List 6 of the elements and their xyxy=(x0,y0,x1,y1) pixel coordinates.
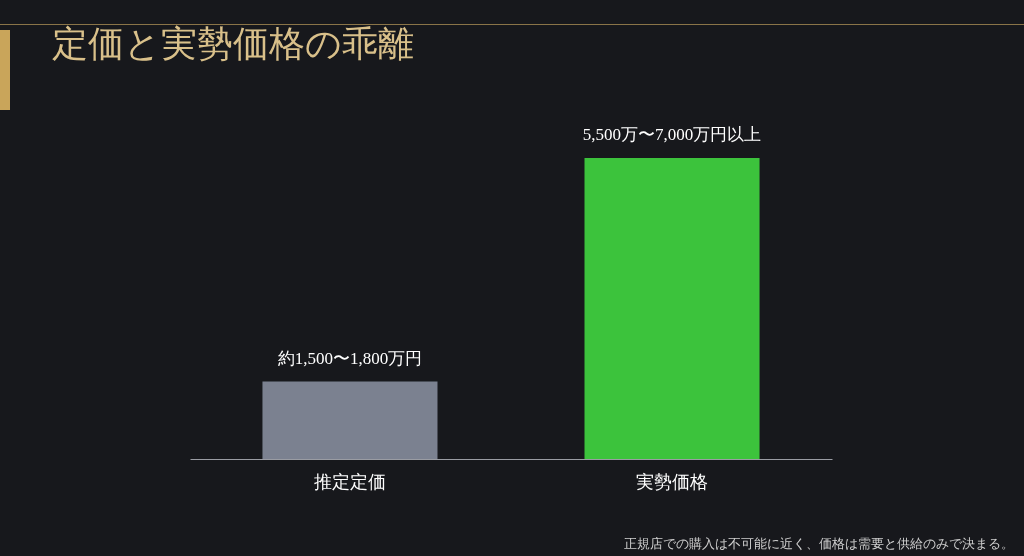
x-tick-label: 推定定価 xyxy=(313,470,386,492)
data-label: 5,500万〜7,000万円以上 xyxy=(582,125,762,144)
x-tick-label: 実勢価格 xyxy=(636,470,709,492)
text: 正規店での購入は不可能に近く、価格は需要と供給のみで決まる。 xyxy=(624,535,1014,553)
data-label: 約1,500〜1,800万円 xyxy=(277,348,423,368)
chart-title: 定価と実勢価格の乖離 xyxy=(52,23,414,64)
